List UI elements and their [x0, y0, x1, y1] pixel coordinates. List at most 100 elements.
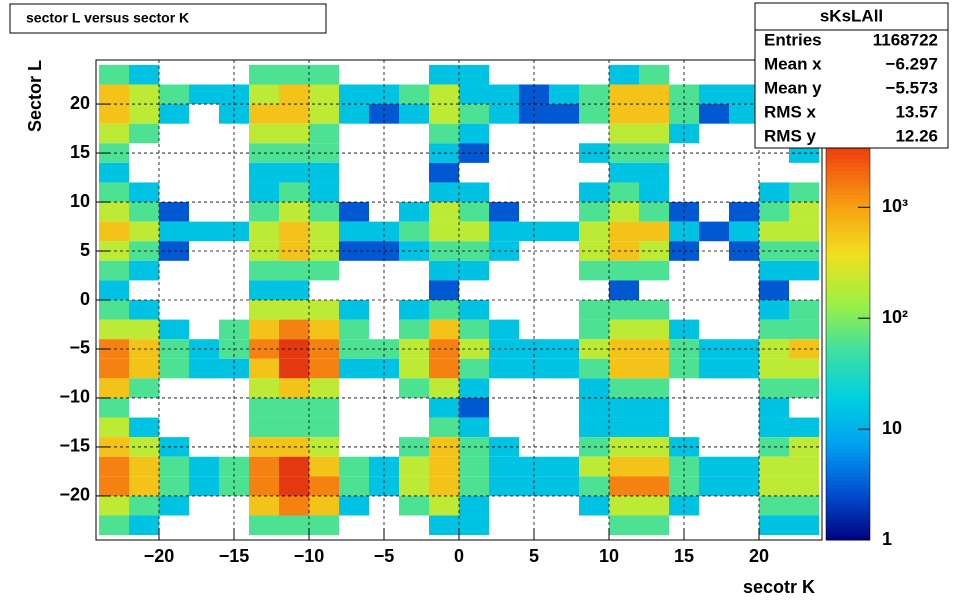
heat-cell — [429, 123, 459, 144]
heat-cell — [129, 104, 159, 124]
heat-cell — [129, 84, 159, 105]
heat-cell — [249, 123, 279, 144]
heat-cell — [789, 319, 819, 340]
colorbar-step — [826, 388, 870, 394]
heat-cell — [459, 319, 489, 340]
heat-cell — [759, 280, 789, 300]
heat-cell — [159, 476, 189, 496]
heat-cell — [309, 84, 339, 105]
heat-cell — [579, 476, 609, 496]
colorbar-step — [826, 349, 870, 354]
heat-cell — [279, 397, 309, 418]
heat-cell — [609, 417, 639, 438]
heat-cell — [99, 378, 129, 398]
heat-cell — [129, 300, 159, 320]
heat-cell — [99, 358, 129, 379]
heat-cell — [129, 64, 159, 85]
x-tick-label: 10 — [599, 546, 619, 566]
heat-cell — [159, 495, 189, 516]
heat-cell — [489, 104, 519, 124]
colorbar-step — [826, 146, 870, 151]
heat-cell — [609, 300, 639, 320]
heat-cell — [459, 84, 489, 105]
heat-cell — [579, 456, 609, 477]
heat-cell — [279, 182, 309, 203]
y-axis-label: Sector L — [25, 60, 45, 132]
heat-cell — [789, 221, 819, 242]
heat-cell — [99, 300, 129, 320]
heat-cell — [309, 456, 339, 477]
heat-cell — [639, 495, 669, 516]
heat-cell — [99, 84, 129, 105]
heat-cell — [99, 397, 129, 418]
colorbar-step — [826, 249, 870, 255]
x-tick-label: −10 — [294, 546, 325, 566]
colorbar-step — [826, 460, 870, 465]
heat-cell — [339, 300, 369, 320]
heat-cell — [429, 280, 459, 300]
colorbar-step — [826, 261, 870, 267]
colorbar-step — [826, 321, 870, 326]
heat-cell — [519, 456, 549, 477]
colorbar-step — [826, 500, 870, 505]
heat-cell — [429, 182, 459, 203]
heat-cell — [399, 202, 429, 222]
colorbar-step — [826, 428, 870, 434]
y-tick-label: −20 — [59, 485, 90, 505]
heat-cell — [99, 515, 129, 536]
y-tick-label: −15 — [59, 436, 90, 456]
heat-cell — [639, 417, 669, 438]
heat-cell — [399, 319, 429, 340]
heat-cell — [249, 495, 279, 516]
heat-cell — [249, 182, 279, 203]
heat-cell — [249, 358, 279, 379]
colorbar-step — [826, 202, 870, 207]
colorbar-step — [826, 353, 870, 358]
heat-cell — [729, 476, 759, 496]
heat-cell — [99, 202, 129, 222]
heat-cell — [309, 64, 339, 85]
colorbar-step — [826, 237, 870, 243]
heat-cell — [129, 495, 159, 516]
overlay: −20 −15 −10 −5 0 5 10 15 20−20−15−10−50510152011… — [59, 2, 949, 566]
heat-cell — [279, 378, 309, 398]
heat-cell — [429, 260, 459, 281]
stats-value: 13.57 — [895, 102, 938, 121]
colorbar-step — [826, 269, 870, 275]
heat-cell — [789, 417, 819, 438]
stats-label: RMS y — [764, 126, 817, 145]
heat-cell — [759, 358, 789, 379]
colorbar-step — [826, 154, 870, 159]
colorbar-step — [826, 325, 870, 330]
heat-cell — [609, 319, 639, 340]
heat-cell — [759, 397, 789, 418]
heat-cell — [609, 84, 639, 105]
heat-cell — [219, 104, 249, 124]
x-tick-label: 20 — [749, 546, 769, 566]
heat-cell — [669, 221, 699, 242]
heat-cell — [459, 64, 489, 85]
heat-cell — [429, 202, 459, 222]
colorbar-step — [826, 357, 870, 362]
heat-cell — [279, 456, 309, 477]
heat-cell — [759, 300, 789, 320]
colorbar-step — [826, 496, 870, 501]
x-tick-label: 15 — [674, 546, 694, 566]
heat-cell — [279, 515, 309, 536]
heat-cell — [489, 456, 519, 477]
heat-cell — [789, 182, 819, 203]
colorbar-step — [826, 210, 870, 215]
heat-cell — [699, 358, 729, 379]
heat-cell — [249, 104, 279, 124]
heat-cell — [609, 397, 639, 418]
colorbar-step — [826, 361, 870, 366]
heat-cell — [159, 319, 189, 340]
heat-cell — [99, 221, 129, 242]
heat-cell — [549, 104, 579, 124]
heat-cell — [159, 221, 189, 242]
heat-cell — [639, 476, 669, 496]
heat-cell — [639, 456, 669, 477]
heat-cell — [429, 417, 459, 438]
colorbar-step — [826, 448, 870, 454]
